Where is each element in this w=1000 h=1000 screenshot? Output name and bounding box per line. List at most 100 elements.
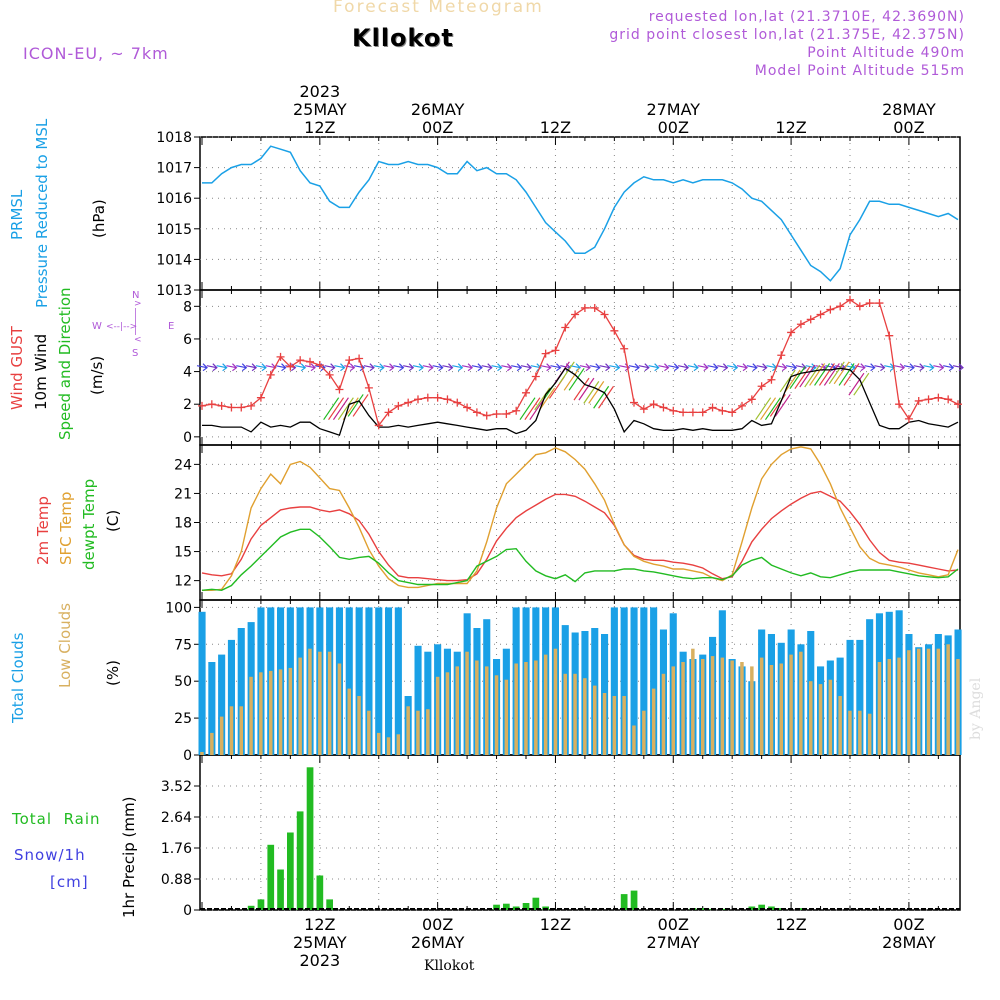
y-tick-label: 15 <box>174 545 192 561</box>
wind-barb <box>818 363 835 386</box>
wind-dir-arrow <box>815 365 826 369</box>
wind-barb <box>823 363 840 386</box>
wind-dir-arrow <box>550 365 561 369</box>
cloud-low-bar <box>632 725 636 755</box>
cloud-total-bar <box>385 607 393 755</box>
wind-dir-arrow-head <box>487 363 493 372</box>
y-tick-label: 2.64 <box>161 810 192 826</box>
top-time-label: 00Z <box>658 118 689 137</box>
cloud-low-bar <box>858 710 862 755</box>
cloud-total-bar <box>237 628 245 755</box>
wind-barb <box>529 397 546 421</box>
top-time-label: 00Z <box>422 118 453 137</box>
wind-barb <box>524 397 541 421</box>
wind-dir-arrow <box>501 365 512 369</box>
wind-gust-point <box>394 401 403 410</box>
wind-dir-arrow-head <box>428 363 434 372</box>
wind-dir-arrow <box>432 365 443 369</box>
wind-dir-arrow-head <box>909 363 915 372</box>
wind-gust-point <box>934 393 943 402</box>
cloud-low-bar <box>347 688 351 755</box>
wind-dir-arrow-head <box>958 363 964 372</box>
wind-dir-arrow-head <box>654 363 660 372</box>
bottom-time-label: 27MAY <box>646 933 700 952</box>
wind-gust-point <box>414 395 422 404</box>
cloud-total-bar <box>227 639 235 755</box>
wind-barb <box>588 381 605 404</box>
wind-dir-arrow <box>579 365 591 369</box>
wind-dir-arrow-head <box>860 363 866 372</box>
wind-dir-arrow <box>746 365 757 369</box>
wind-gust-point <box>698 408 707 417</box>
top-time-label: 12Z <box>304 118 335 137</box>
wind-gust-point <box>482 411 491 420</box>
bottom-time-label: 26MAY <box>411 933 465 952</box>
panel-frame <box>199 136 961 291</box>
wind-dir-arrow <box>707 365 718 369</box>
wind-dir-arrow <box>628 365 640 369</box>
y-tick-label: 24 <box>174 457 192 473</box>
cloud-low-bar <box>809 681 813 755</box>
wind-gust-point <box>433 393 442 402</box>
wind-dir-arrow <box>776 365 787 369</box>
cloud-low-bar <box>828 679 833 755</box>
wind-gust-point <box>286 362 295 371</box>
y-tick-label: 0 <box>183 748 192 764</box>
cloud-low-bar <box>838 696 842 755</box>
wind-barb <box>755 397 772 421</box>
wind-dir-arrow <box>520 365 532 369</box>
wind-gust-point <box>198 401 206 410</box>
cloud-total-bar <box>414 645 422 755</box>
wind-dir-arrow-head <box>202 363 208 372</box>
wind-dir-arrow <box>216 365 227 369</box>
y-tick-label: 0 <box>183 903 192 919</box>
cloud-low-bar <box>956 659 960 755</box>
cloud-low-bar <box>867 713 872 755</box>
precip-label-snow: Snow/1h <box>14 846 86 864</box>
wind-dir-arrow-head <box>703 363 709 372</box>
cloud-low-bar <box>455 666 459 755</box>
wind-barb <box>848 372 865 396</box>
wind-dir-arrow <box>893 365 905 369</box>
rain-bar <box>326 899 333 910</box>
cloud-total-bar <box>345 607 353 755</box>
wind-dir-arrow <box>766 365 777 369</box>
panel-2: 12 15 18 21 24 <box>174 444 961 601</box>
cloud-low-bar <box>239 706 243 755</box>
wind-barb <box>843 363 860 386</box>
cloud-low-bar <box>583 678 587 755</box>
wind-dir-arrow-head <box>506 363 513 372</box>
wind-dir-arrow-head <box>389 363 395 372</box>
wind-dir-arrow <box>736 365 748 369</box>
cloud-total-bar <box>198 611 206 755</box>
wind-dir-arrow-head <box>870 363 876 372</box>
wind-gust-point <box>924 395 933 404</box>
wind-barb <box>573 377 590 401</box>
wind-dir-arrow <box>884 365 895 369</box>
y-tick-label: 1017 <box>156 161 192 177</box>
cloud-low-bar <box>288 667 293 755</box>
wind-speed-line <box>202 367 959 437</box>
cloud-low-bar <box>249 676 253 755</box>
rain-bar <box>247 905 255 910</box>
wind-dir-arrow <box>403 365 414 369</box>
wind-gust-point <box>649 400 658 409</box>
wind-gust-point <box>659 403 668 412</box>
wind-barb <box>519 397 536 421</box>
wind-dir-arrow-head <box>664 363 670 372</box>
compass-e: E <box>168 321 175 332</box>
wind-dir-arrow <box>412 365 424 369</box>
y-tick-label: 0 <box>183 430 192 446</box>
cloud-low-bar <box>750 666 754 755</box>
cloud-low-bar <box>789 654 793 755</box>
wind-barb <box>568 367 585 391</box>
cloud-low-bar <box>327 651 332 755</box>
wind-gust-point <box>237 403 246 412</box>
wind-barb <box>794 366 811 390</box>
cloud-low-bar <box>485 666 489 755</box>
cloud-low-bar <box>534 660 538 755</box>
wind-dir-arrow <box>717 365 728 369</box>
cloud-low-bar <box>504 679 509 755</box>
model-label: ICON-EU, ~ 7km <box>23 44 169 63</box>
cloud-low-bar <box>612 696 617 755</box>
